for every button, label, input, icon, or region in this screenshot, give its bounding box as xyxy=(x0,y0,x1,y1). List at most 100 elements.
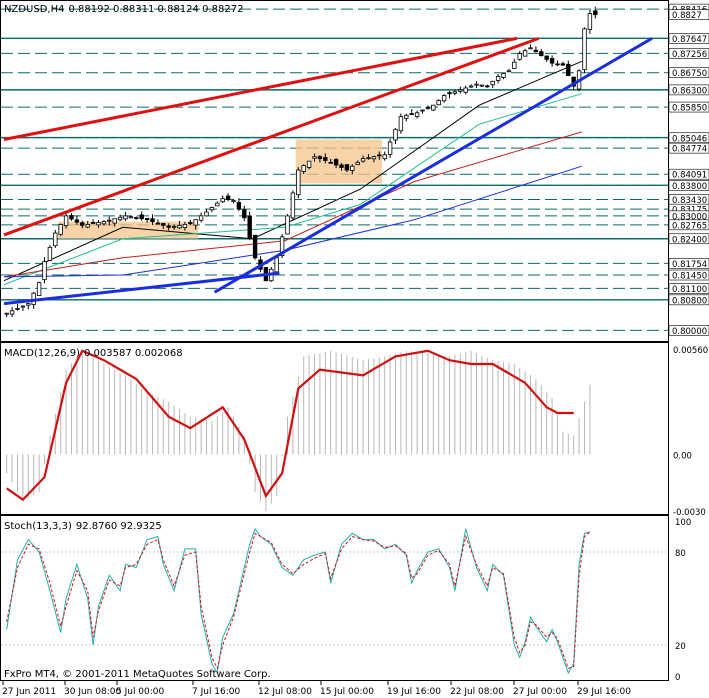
candle-body xyxy=(166,225,171,228)
time-tick-label: 27 Jul 00:00 xyxy=(513,687,567,697)
macd-indicator xyxy=(6,349,591,511)
time-tick-label: 7 Jul 16:00 xyxy=(192,687,241,697)
candle-body xyxy=(420,109,425,112)
price-tick-label: 0.81100 xyxy=(672,285,707,295)
macd-panel-title: MACD(12,26,9) 0.003587 0.002068 xyxy=(4,348,183,359)
price-tick-label: 0.85850 xyxy=(672,104,707,114)
candle-body xyxy=(360,158,366,162)
price-tick-box xyxy=(668,325,709,336)
last-price-box xyxy=(668,9,709,20)
time-tick-label: 5 Jul 00:00 xyxy=(116,687,165,697)
candle-body xyxy=(215,202,220,207)
copyright-text: FxPro MT4, © 2001-2011 MetaQuotes Softwa… xyxy=(4,669,271,680)
time-tick-label: 27 Jun 2011 xyxy=(2,687,56,697)
price-tick-label: 0.81754 xyxy=(672,260,707,270)
candle-body xyxy=(42,261,47,281)
candle-body xyxy=(495,76,501,81)
candle-body xyxy=(74,219,80,223)
candle-body xyxy=(161,222,166,226)
candle-body xyxy=(80,222,85,226)
candle-body xyxy=(566,63,571,76)
price-panel-title: NZDUSD,H4 0.88192 0.88311 0.88124 0.88272 xyxy=(4,4,243,15)
stoch-tick-label: 0 xyxy=(675,673,680,683)
time-tick-label: 30 Jun 08:00 xyxy=(64,687,121,697)
candle-body xyxy=(441,95,447,102)
price-tick-box xyxy=(668,219,709,231)
candle-body xyxy=(117,216,123,221)
candle-body xyxy=(236,202,242,210)
stoch-panel-frame xyxy=(0,515,669,681)
candle-body xyxy=(285,215,290,235)
candle-body xyxy=(409,113,414,115)
time-tick-label: 15 Jul 00:00 xyxy=(320,687,374,697)
candle-body xyxy=(544,55,549,60)
candle-body xyxy=(414,112,420,117)
candle-body xyxy=(328,161,333,164)
candle-body xyxy=(177,224,182,229)
stoch-tick-label: 80 xyxy=(675,549,686,559)
price-tick-label: 0.82765 xyxy=(672,221,707,231)
price-tick-label: 0.87647 xyxy=(672,35,707,45)
candle-body xyxy=(63,215,69,227)
candle-body xyxy=(425,107,431,110)
candle-body xyxy=(350,165,355,171)
candle-body xyxy=(26,303,31,306)
trendline xyxy=(3,36,540,237)
candle-body xyxy=(587,13,593,30)
time-tick-label: 12 Jul 08:00 xyxy=(258,687,312,697)
macd-axis-labels: 0.00560 0.00 -0.0030 xyxy=(673,346,708,518)
candle-body xyxy=(47,246,53,261)
candle-body xyxy=(134,217,139,219)
price-tick-box xyxy=(668,67,709,79)
candle-body xyxy=(209,207,215,211)
candle-body xyxy=(182,224,188,229)
candle-body xyxy=(560,63,566,66)
macd-tick-label: 0.00560 xyxy=(673,346,708,356)
candle-body xyxy=(4,312,9,315)
moving-average-line xyxy=(3,131,582,278)
candle-body xyxy=(150,218,155,222)
candle-body xyxy=(290,192,296,219)
candle-body xyxy=(436,99,441,106)
candle-body xyxy=(139,214,144,220)
price-tick-box xyxy=(668,283,709,294)
price-tick-label: 0.83000 xyxy=(672,212,707,222)
candle-body xyxy=(144,218,150,221)
consolidation-box xyxy=(58,221,199,239)
candle-body xyxy=(344,164,350,171)
price-tick-box xyxy=(668,168,709,180)
candle-body xyxy=(112,218,117,224)
stochastic-indicator xyxy=(1,527,668,675)
candle-body xyxy=(366,157,371,160)
price-tick-label: 0.85046 xyxy=(672,134,707,144)
candle-body xyxy=(333,159,339,166)
candle-body xyxy=(96,222,101,226)
candle-body xyxy=(58,224,63,235)
candle-body xyxy=(474,83,479,86)
candle-body xyxy=(193,219,198,226)
candle-body xyxy=(549,58,555,64)
candle-body xyxy=(501,73,506,78)
price-tick-label: 0.80800 xyxy=(672,296,707,306)
price-tick-box xyxy=(668,180,709,191)
price-tick-label: 0.80000 xyxy=(672,327,707,337)
candle-body xyxy=(339,164,344,168)
price-tick-box xyxy=(668,101,709,113)
price-tick-label: 0.86300 xyxy=(672,86,707,96)
time-axis-labels: 27 Jun 2011 30 Jun 08:005 Jul 00:00 7 Jul … xyxy=(2,681,631,697)
candle-body xyxy=(231,200,236,202)
candle-body xyxy=(593,10,598,16)
stoch-panel-title: Stoch(13,3,3) 92.8760 92.9325 xyxy=(4,521,162,532)
candle-body xyxy=(512,61,517,69)
candle-body xyxy=(485,85,490,88)
price-tick-label: 0.81450 xyxy=(672,272,707,282)
moving-average-line xyxy=(3,60,582,282)
macd-signal-line xyxy=(6,349,574,502)
macd-panel-frame xyxy=(0,342,669,515)
candle-body xyxy=(539,51,544,56)
candle-body xyxy=(242,209,247,219)
macd-tick-label: 0.00 xyxy=(673,451,692,461)
candle-body xyxy=(387,141,393,155)
candle-body xyxy=(312,156,317,159)
